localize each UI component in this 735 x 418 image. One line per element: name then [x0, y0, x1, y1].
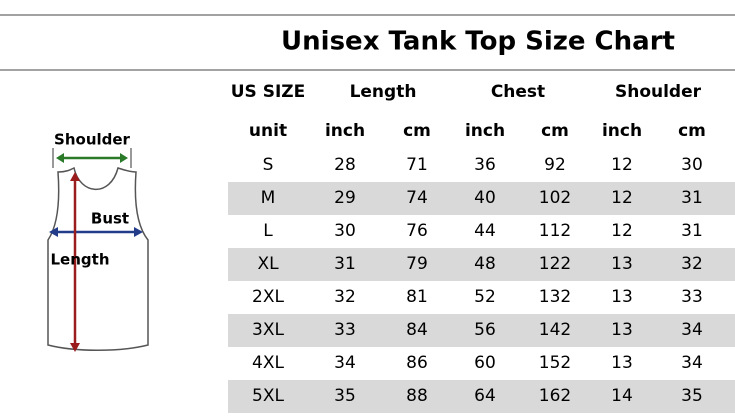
shoulder-label: Shoulder [54, 131, 131, 149]
cell: 30 [334, 221, 356, 241]
cell: 36 [474, 155, 496, 175]
row-shade [228, 314, 735, 347]
tank-outline [47, 166, 149, 351]
cell: 88 [406, 386, 428, 406]
cell: M [261, 188, 276, 208]
row-shade [228, 248, 735, 281]
unit-header: unit [249, 121, 287, 141]
unit-header: inch [465, 121, 505, 141]
cell: 31 [681, 221, 703, 241]
bust-label: Bust [91, 210, 129, 228]
cell: 14 [611, 386, 633, 406]
unit-header: cm [541, 121, 569, 141]
cell: 13 [611, 320, 633, 340]
cell: XL [257, 254, 279, 274]
cell: 60 [474, 353, 496, 373]
cell: 34 [334, 353, 356, 373]
cell: 35 [681, 386, 703, 406]
title: Unisex Tank Top Size Chart [281, 27, 675, 57]
cell: 32 [681, 254, 703, 274]
group-header: Shoulder [615, 82, 702, 102]
cell: 31 [681, 188, 703, 208]
cell: 132 [539, 287, 571, 307]
length-label: Length [51, 251, 110, 269]
cell: 34 [681, 320, 703, 340]
cell: 12 [611, 155, 633, 175]
cell: 13 [611, 254, 633, 274]
cell: 12 [611, 188, 633, 208]
unit-header: cm [403, 121, 431, 141]
cell: 13 [611, 287, 633, 307]
cell: 52 [474, 287, 496, 307]
cell: 162 [539, 386, 571, 406]
cell: 4XL [252, 353, 284, 373]
unit-header: inch [602, 121, 642, 141]
group-header: Length [350, 82, 417, 102]
cell: 12 [611, 221, 633, 241]
cell: 28 [334, 155, 356, 175]
cell: 2XL [252, 287, 284, 307]
cell: 48 [474, 254, 496, 274]
cell: L [263, 221, 273, 241]
cell: 74 [406, 188, 428, 208]
tank-diagram: Shoulder Bust Length [47, 131, 149, 352]
cell: 84 [406, 320, 428, 340]
cell: 92 [544, 155, 566, 175]
row-shade [228, 182, 735, 215]
cell: 32 [334, 287, 356, 307]
cell: 40 [474, 188, 496, 208]
table-backgrounds [228, 182, 735, 413]
cell: 79 [406, 254, 428, 274]
unit-header: cm [678, 121, 706, 141]
group-header: Chest [491, 82, 545, 102]
cell: 33 [681, 287, 703, 307]
cell: 31 [334, 254, 356, 274]
cell: 56 [474, 320, 496, 340]
shoulder-arrowheads [56, 153, 128, 163]
cell: 112 [539, 221, 571, 241]
cell: 76 [406, 221, 428, 241]
unit-header: inch [325, 121, 365, 141]
cell: 33 [334, 320, 356, 340]
cell: 64 [474, 386, 496, 406]
row-shade [228, 380, 735, 413]
cell: 152 [539, 353, 571, 373]
cell: 102 [539, 188, 571, 208]
cell: 86 [406, 353, 428, 373]
cell: 81 [406, 287, 428, 307]
cell: 142 [539, 320, 571, 340]
cell: 29 [334, 188, 356, 208]
cell: 122 [539, 254, 571, 274]
cell: 5XL [252, 386, 284, 406]
cell: S [263, 155, 274, 175]
cell: 44 [474, 221, 496, 241]
cell: 13 [611, 353, 633, 373]
cell: 30 [681, 155, 703, 175]
group-header: US SIZE [231, 82, 305, 102]
cell: 35 [334, 386, 356, 406]
cell: 3XL [252, 320, 284, 340]
cell: 71 [406, 155, 428, 175]
cell: 34 [681, 353, 703, 373]
